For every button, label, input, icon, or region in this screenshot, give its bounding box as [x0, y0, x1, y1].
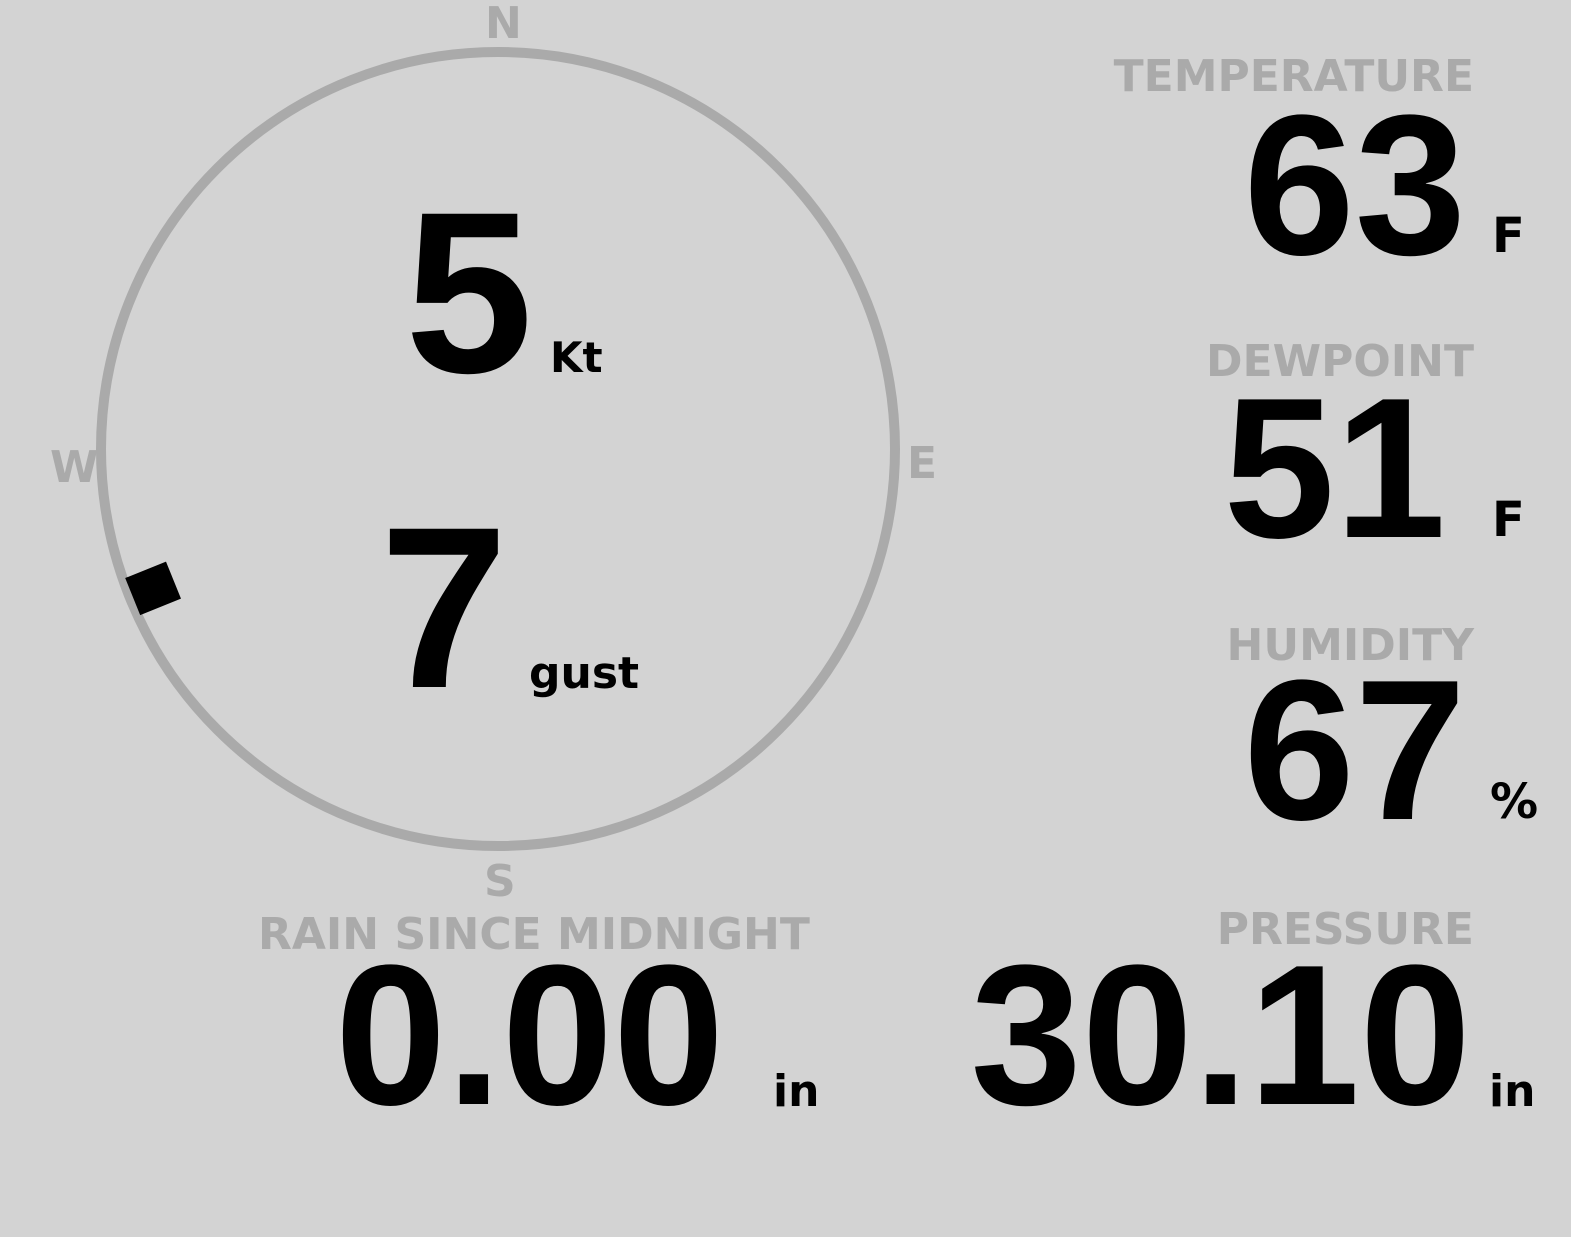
- rain-unit: in: [773, 1066, 820, 1117]
- wind-speed-value: 5: [405, 164, 533, 421]
- dewpoint-value: 51: [1223, 357, 1446, 580]
- dewpoint-unit: F: [1492, 492, 1525, 548]
- pressure-label: PRESSURE: [1216, 904, 1474, 955]
- compass-ring: [96, 47, 900, 851]
- compass-west-label: W: [50, 442, 99, 493]
- wind-gust-unit: gust: [529, 648, 640, 699]
- humidity-value: 67: [1243, 639, 1466, 862]
- pressure-unit: in: [1489, 1066, 1536, 1117]
- temperature-unit: F: [1492, 208, 1525, 264]
- humidity-label: HUMIDITY: [1226, 620, 1474, 671]
- wind-speed-unit: Kt: [550, 333, 603, 382]
- compass-south-label: S: [484, 856, 516, 907]
- wind-gust-value: 7: [380, 479, 508, 736]
- compass-north-label: N: [485, 0, 522, 49]
- dewpoint-label: DEWPOINT: [1206, 336, 1474, 387]
- compass-east-label: E: [907, 438, 938, 489]
- temperature-value: 63: [1243, 74, 1466, 297]
- rain-value: 0.00: [335, 924, 725, 1147]
- temperature-label: TEMPERATURE: [1113, 51, 1474, 102]
- wind-direction-marker: [125, 561, 181, 616]
- humidity-unit: %: [1490, 774, 1539, 830]
- pressure-value: 30.10: [970, 924, 1472, 1147]
- rain-label: RAIN SINCE MIDNIGHT: [258, 909, 810, 960]
